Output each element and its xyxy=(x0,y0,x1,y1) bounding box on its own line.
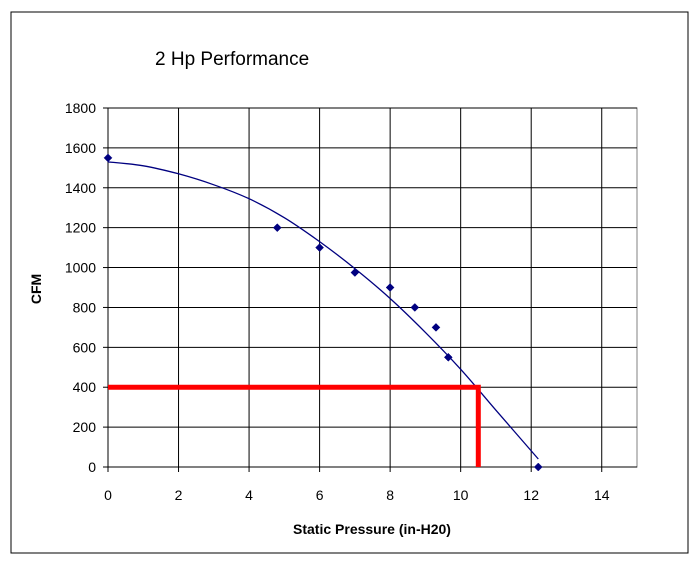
plot-area xyxy=(107,107,638,468)
y-tick-label: 200 xyxy=(73,419,97,435)
data-point xyxy=(385,283,395,292)
y-tick-label: 1000 xyxy=(65,260,96,276)
data-point xyxy=(350,268,360,277)
y-tick-label: 1600 xyxy=(65,140,96,156)
y-tick-label: 1400 xyxy=(65,180,96,196)
y-tick-label: 800 xyxy=(73,299,97,315)
x-tick-label: 14 xyxy=(594,487,610,503)
series-layer xyxy=(103,153,543,472)
x-tick-label: 4 xyxy=(245,487,253,503)
data-point xyxy=(410,303,420,312)
x-tick-label: 0 xyxy=(104,487,112,503)
x-tick-label: 12 xyxy=(523,487,539,503)
y-tick-label: 0 xyxy=(88,459,96,475)
y-axis-ticks: 0 200 400 600 800 1000 1200 1400 1600 1800 xyxy=(65,100,108,475)
x-tick-label: 6 xyxy=(316,487,324,503)
data-point xyxy=(315,243,324,252)
y-axis-title: CFM xyxy=(28,274,44,304)
data-point xyxy=(443,352,453,362)
trendline-curve xyxy=(107,161,539,460)
x-tick-label: 8 xyxy=(386,487,394,503)
y-tick-label: 1800 xyxy=(65,100,96,116)
y-tick-label: 1200 xyxy=(65,220,96,236)
y-tick-label: 600 xyxy=(73,339,97,355)
data-point xyxy=(272,223,282,233)
x-tick-label: 10 xyxy=(453,487,469,503)
data-point xyxy=(533,462,543,472)
x-axis-ticks: 0 2 4 6 8 10 12 14 xyxy=(104,467,610,503)
x-tick-label: 2 xyxy=(175,487,183,503)
y-tick-label: 400 xyxy=(73,379,97,395)
reference-line xyxy=(108,384,481,467)
data-point xyxy=(103,153,113,163)
gridlines xyxy=(107,107,637,468)
chart-title: 2 Hp Performance xyxy=(155,49,309,70)
x-axis-title: Static Pressure (in-H20) xyxy=(293,521,451,537)
data-point xyxy=(431,323,441,332)
